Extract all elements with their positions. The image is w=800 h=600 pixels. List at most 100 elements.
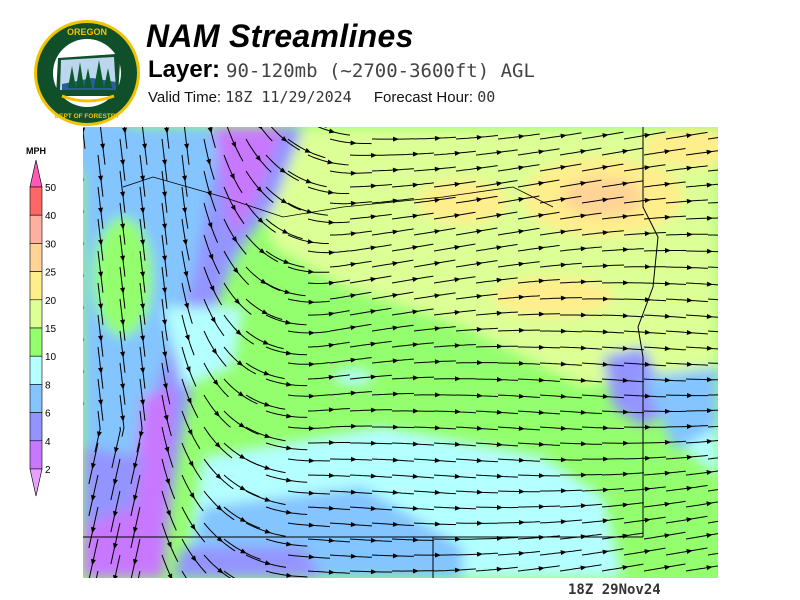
streamline [223,314,255,345]
streamline-arrowhead [454,245,461,250]
colorbar-under-triangle [29,468,43,497]
streamline [372,426,415,429]
streamline [265,250,305,268]
streamline [349,244,392,252]
streamline-arrowhead [644,393,651,399]
streamline-arrowhead [622,502,629,508]
streamline [265,538,308,547]
streamline-arrowhead [496,409,503,415]
streamline [601,563,644,572]
streamline-arrowhead [602,425,609,431]
colorbar-tick-label: 40 [45,211,57,222]
streamline-arrowhead [392,325,399,331]
streamline-arrowhead [83,127,86,134]
streamline [581,131,624,140]
streamline [287,298,330,303]
streamline [539,426,582,430]
streamline [137,570,141,578]
streamline [685,470,718,476]
streamline-arrowhead [706,377,713,383]
streamline [539,297,582,300]
streamline-arrowhead [328,473,335,478]
streamline-arrowhead [538,181,545,186]
streamline [433,181,476,188]
streamline-arrowhead [140,335,146,342]
streamline-arrowhead [392,261,399,267]
streamline-arrowhead [538,535,545,541]
streamline [287,394,330,397]
streamline-arrowhead [140,239,146,246]
streamline-arrowhead [285,509,293,515]
streamline [265,506,308,515]
streamline-arrowhead [518,520,525,526]
streamline-arrowhead [518,229,525,235]
streamline-arrowhead [165,478,170,485]
streamline-arrowhead [285,477,293,483]
streamline-arrowhead [496,376,503,382]
streamline-arrowhead [602,296,609,302]
streamline-arrowhead [454,310,461,316]
streamline-arrowhead [644,549,651,555]
streamline-arrowhead [664,214,671,220]
streamline [349,340,392,348]
streamline [686,409,718,412]
streamline-arrowhead [286,572,293,578]
streamline [581,488,624,492]
streamline-arrowhead [686,517,693,523]
streamline-arrowhead [686,297,693,303]
streamline-arrowhead [434,392,441,398]
streamline [433,410,477,414]
streamline-arrowhead [622,214,629,220]
streamline-arrowhead [518,393,525,399]
streamline-arrowhead [98,175,104,182]
streamline-arrowhead [140,271,146,278]
streamline-arrowhead [644,517,651,523]
streamline-arrowhead [622,345,629,351]
streamline [539,228,582,236]
streamline [433,506,477,510]
streamline-arrowhead [120,415,126,422]
streamline [601,502,644,508]
streamline-arrowhead [328,219,335,225]
streamline-arrowhead [212,379,219,386]
streamline [665,131,708,140]
streamline [329,260,372,268]
streamline-arrowhead [476,489,483,495]
streamline [643,470,686,476]
streamline-arrowhead [560,133,567,139]
streamline-arrowhead [264,401,271,407]
streamline-arrowhead [328,311,335,317]
streamline [181,570,187,578]
streamline-arrowhead [283,259,290,264]
streamline [685,217,718,220]
streamline [287,266,330,273]
streamline [413,196,456,204]
streamline-arrowhead [518,360,525,366]
streamline-arrowhead [350,170,357,176]
streamline-arrowhead [190,523,196,531]
streamline-arrowhead [98,303,104,310]
streamline-arrowhead [644,329,651,335]
streamline [643,314,686,319]
streamline [665,199,708,204]
streamline [329,554,372,558]
streamline-arrowhead [518,197,525,202]
streamline-arrowhead [706,313,713,319]
streamline-arrowhead [664,501,671,507]
streamline-arrowhead [139,431,144,438]
streamline-arrowhead [538,377,545,383]
streamline-arrowhead [120,351,126,358]
streamline-arrowhead [412,441,419,447]
streamline [539,163,582,172]
streamline [666,266,709,269]
streamline [413,227,456,236]
colorbar-tick-label: 20 [45,296,57,307]
colorbar-segment [29,214,43,244]
streamline [245,522,286,537]
streamline-arrowhead [392,521,399,527]
streamline [475,566,518,572]
streamline [497,227,540,236]
streamline-arrowhead [622,181,629,187]
streamline-arrowhead [370,537,377,543]
streamline [707,169,718,172]
